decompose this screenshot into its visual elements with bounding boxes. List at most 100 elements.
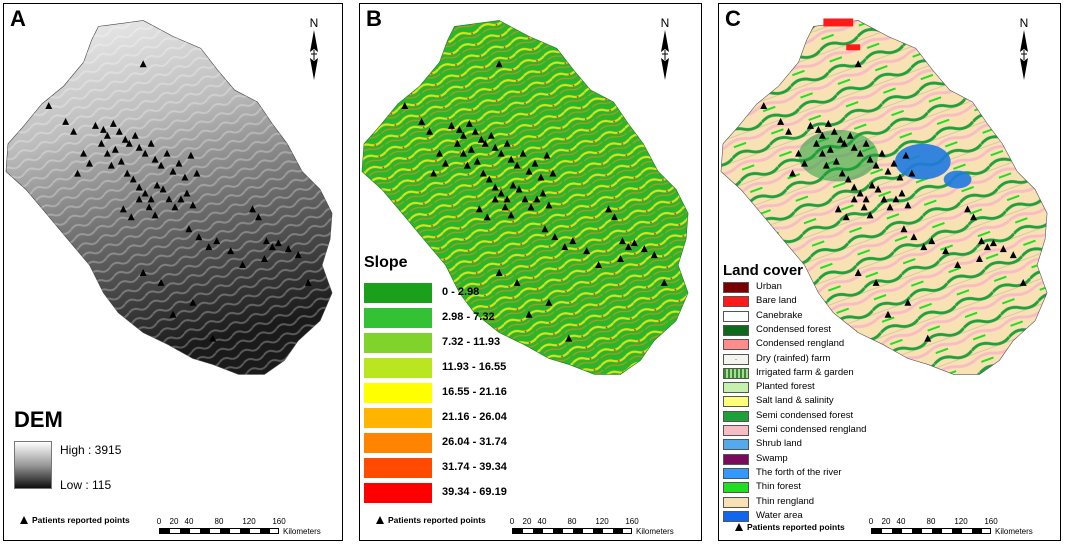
north-arrow-icon <box>1020 30 1028 80</box>
patient-point <box>880 195 888 203</box>
patient-point <box>455 125 463 133</box>
patient-point <box>465 119 473 127</box>
patient-point <box>970 213 977 221</box>
land-cover-swatch <box>723 296 749 308</box>
patient-point <box>900 225 908 233</box>
patient-point <box>189 298 197 306</box>
patient-point <box>896 173 904 181</box>
patient-point <box>151 155 159 163</box>
patient-point <box>904 201 912 209</box>
patient-point <box>850 195 858 203</box>
land-cover-label: Semi condensed forest <box>756 409 854 421</box>
patient-point <box>123 169 131 177</box>
land-cover-label: Water area <box>756 509 803 521</box>
patient-point <box>107 161 115 169</box>
patient-point <box>801 159 808 167</box>
scale-bar-graphic <box>512 528 632 534</box>
slope-legend: 0 - 2.98 2.98 - 7.32 7.32 - 11.93 11.93 - 1… <box>364 283 564 513</box>
patient-point <box>660 278 668 286</box>
patient-point <box>561 243 569 251</box>
points-legend: Patients reported points <box>735 522 845 532</box>
slope-swatch <box>364 433 432 453</box>
patient-point <box>487 131 495 139</box>
patient-point <box>447 121 455 129</box>
patient-point <box>481 139 489 147</box>
patient-point <box>145 203 153 211</box>
land-cover-label: Swamp <box>756 452 788 464</box>
scale-tick-label: 160 <box>625 517 639 526</box>
patient-point <box>507 155 515 163</box>
slope-label: 31.74 - 39.34 <box>442 461 507 473</box>
slope-swatch <box>364 308 432 328</box>
patient-point <box>527 203 535 211</box>
patient-point <box>630 239 638 247</box>
patient-point <box>886 203 894 211</box>
patient-points <box>760 60 1027 342</box>
triangle-icon <box>376 516 384 524</box>
land-cover-label: Thin rengland <box>756 495 815 507</box>
patient-point <box>569 237 577 245</box>
patient-point <box>842 213 850 221</box>
slope-swatch <box>364 483 432 503</box>
patient-point <box>473 157 481 165</box>
slope-label: 7.32 - 11.93 <box>442 336 501 348</box>
patient-point <box>975 255 983 263</box>
scale-tick-label: 160 <box>272 517 286 526</box>
patient-point <box>268 243 276 251</box>
patient-point <box>177 195 185 203</box>
patient-point <box>436 149 444 157</box>
points-legend: Patients reported points <box>20 515 130 525</box>
north-arrow-icon <box>310 30 318 80</box>
forest-patch <box>798 129 879 182</box>
patient-point <box>832 157 840 165</box>
patient-point <box>977 237 985 245</box>
patient-point <box>868 181 876 189</box>
patient-point <box>491 195 499 203</box>
patient-point <box>442 159 449 167</box>
patient-point <box>227 247 235 255</box>
patient-point <box>884 310 892 318</box>
patient-point <box>856 189 864 197</box>
patient-point <box>795 149 803 157</box>
patient-point <box>483 213 491 221</box>
patient-point <box>467 145 475 153</box>
land-cover-label: Canebrake <box>756 309 803 321</box>
slope-swatch <box>364 383 432 403</box>
patient-point <box>999 245 1007 253</box>
patient-point <box>513 278 521 286</box>
patient-point <box>850 183 858 191</box>
patient-point <box>418 117 426 125</box>
patient-point <box>533 195 541 203</box>
land-cover-swatch <box>723 310 749 322</box>
patient-point <box>890 159 898 167</box>
scale-tick-label: 80 <box>567 517 577 526</box>
north-arrow: N <box>655 16 675 86</box>
land-cover-label: Shrub land <box>756 438 802 450</box>
patient-point <box>497 149 505 157</box>
patient-point <box>850 143 858 151</box>
patient-point <box>537 173 545 181</box>
patient-point <box>515 185 523 193</box>
patient-point <box>854 269 862 276</box>
patient-point <box>91 121 99 129</box>
patient-point <box>650 251 658 259</box>
triangle-icon <box>20 516 28 524</box>
land-cover-swatch <box>723 467 749 479</box>
scale-bar: 0 20 40 80 120 160 Kilometers <box>157 517 342 540</box>
patient-point <box>131 131 139 139</box>
north-arrow: N <box>304 16 324 86</box>
patient-point <box>304 278 312 286</box>
legend-title-dem: DEM <box>14 407 63 432</box>
patient-point <box>239 261 247 269</box>
panel-slope: B N Slope 0 - 2.98 2.98 - 7.32 7.32 - 11.9… <box>359 3 702 541</box>
dem-color-ramp <box>14 441 52 489</box>
panel-letter-a: A <box>10 6 26 31</box>
patient-point <box>213 237 221 245</box>
patient-point <box>541 225 549 233</box>
patient-point <box>545 298 553 306</box>
patient-point <box>103 131 111 139</box>
points-legend-label: Patients reported points <box>388 515 486 525</box>
patient-point <box>260 255 268 263</box>
patient-point <box>209 334 217 342</box>
patient-point <box>838 169 846 177</box>
